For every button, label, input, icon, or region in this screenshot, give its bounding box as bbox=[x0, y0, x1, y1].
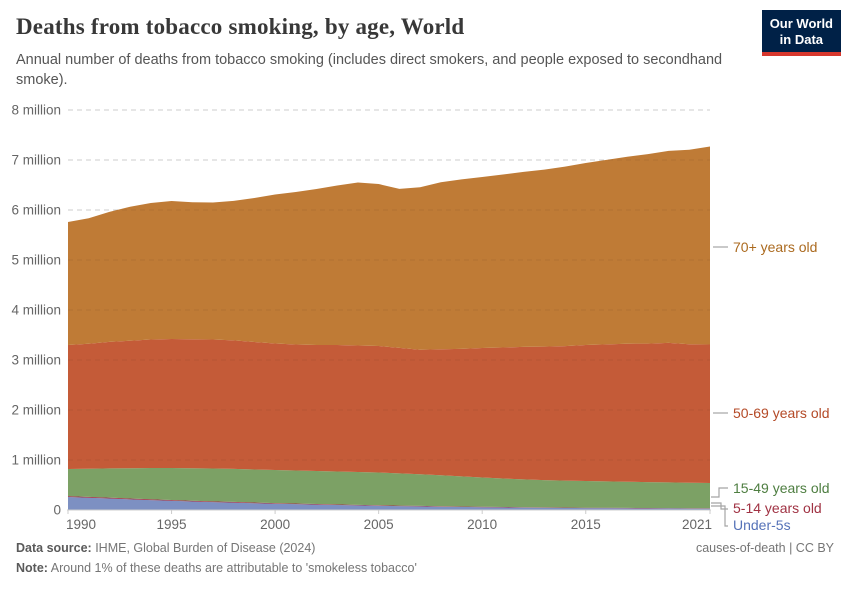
x-tick-label-2010: 2010 bbox=[467, 517, 497, 532]
area-70-years-old[interactable] bbox=[68, 146, 710, 350]
legend-label-under-5s[interactable]: Under-5s bbox=[733, 517, 791, 533]
area-15-49-years-old[interactable] bbox=[68, 468, 710, 509]
note-text: Around 1% of these deaths are attributab… bbox=[47, 561, 417, 575]
x-tick-label-2000: 2000 bbox=[260, 517, 290, 532]
y-tick-label-3m: 3 million bbox=[11, 353, 61, 368]
legend-label-5-14-years-old[interactable]: 5-14 years old bbox=[733, 500, 822, 516]
legend-leader-15-49-years-old bbox=[711, 487, 728, 498]
data-source-label: Data source: bbox=[16, 541, 92, 555]
note-label: Note: bbox=[16, 561, 48, 575]
license-link[interactable]: causes-of-death | CC BY bbox=[695, 541, 834, 555]
page-title: Deaths from tobacco smoking, by age, Wor… bbox=[16, 14, 465, 39]
y-tick-label-0m: 0 bbox=[53, 503, 61, 518]
x-tick-label-2005: 2005 bbox=[364, 517, 394, 532]
owid-logo-line1: Our World bbox=[769, 16, 833, 31]
x-tick-label-1995: 1995 bbox=[157, 517, 187, 532]
legend-leader-under-5s bbox=[711, 505, 728, 527]
owid-logo[interactable]: Our World in Data bbox=[761, 10, 841, 57]
y-tick-label-4m: 4 million bbox=[11, 303, 61, 318]
data-source-line: Data source: IHME, Global Burden of Dise… bbox=[16, 541, 315, 555]
x-tick-label-2015: 2015 bbox=[571, 517, 601, 532]
note-line: Note: Around 1% of these deaths are attr… bbox=[16, 561, 417, 575]
x-tick-label-1990: 1990 bbox=[66, 517, 96, 532]
legend-label-70-years-old[interactable]: 70+ years old bbox=[733, 239, 817, 255]
legend-label-50-69-years-old[interactable]: 50-69 years old bbox=[733, 405, 830, 421]
legend-label-15-49-years-old[interactable]: 15-49 years old bbox=[733, 480, 830, 496]
x-tick-label-2021: 2021 bbox=[682, 517, 712, 532]
gridlines-overlay bbox=[68, 109, 710, 461]
data-source-text: IHME, Global Burden of Disease (2024) bbox=[91, 541, 316, 555]
y-axis-labels: 0 1 million 2 million 3 million 4 million 5 m… bbox=[11, 103, 61, 518]
y-tick-label-2m: 2 million bbox=[11, 403, 61, 418]
y-tick-label-6m: 6 million bbox=[11, 203, 61, 218]
area-under-5s[interactable] bbox=[68, 497, 710, 510]
y-tick-label-5m: 5 million bbox=[11, 253, 61, 268]
chart-footer: Data source: IHME, Global Burden of Dise… bbox=[16, 541, 417, 575]
x-axis bbox=[67, 509, 711, 514]
chart-subtitle: Annual number of deaths from tobacco smo… bbox=[16, 52, 723, 88]
y-tick-label-1m: 1 million bbox=[11, 453, 61, 468]
series-legend: 70+ years old 50-69 years old 15-49 years … bbox=[711, 239, 830, 533]
y-tick-label-7m: 7 million bbox=[11, 153, 61, 168]
y-tick-label-8m: 8 million bbox=[11, 103, 61, 118]
area-50-69-years-old[interactable] bbox=[68, 339, 710, 483]
x-axis-labels: 1990 1995 2000 2005 2010 2015 2021 bbox=[66, 517, 712, 532]
area-series-group[interactable] bbox=[68, 146, 710, 511]
owid-logo-line2: in Data bbox=[779, 31, 824, 47]
